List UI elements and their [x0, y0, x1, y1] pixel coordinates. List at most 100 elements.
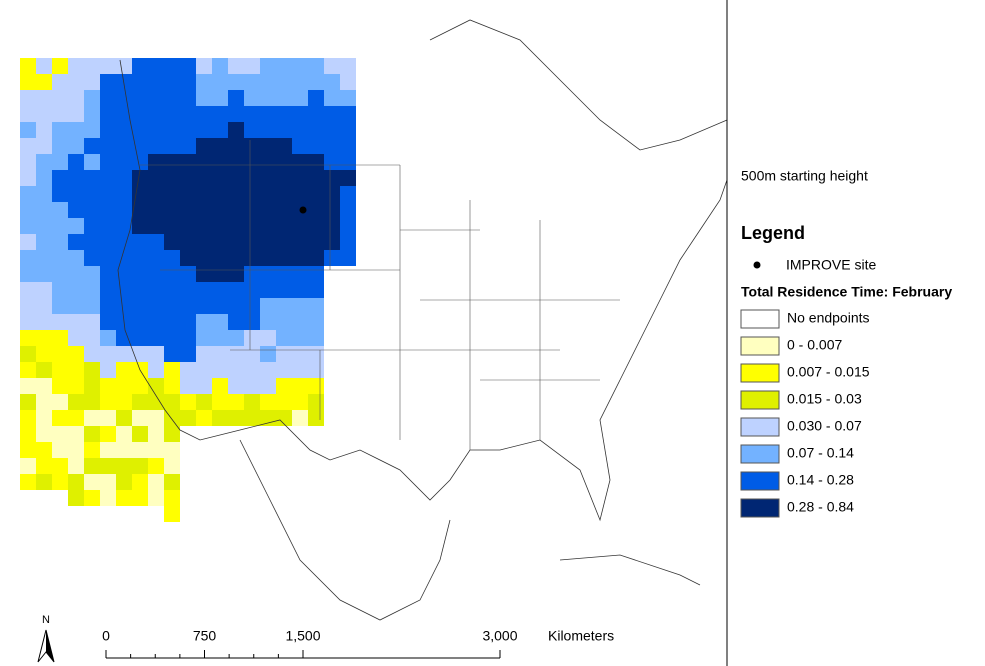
grid-cell	[20, 58, 36, 74]
grid-cell	[100, 138, 116, 154]
grid-cell	[164, 298, 180, 314]
grid-cell	[180, 282, 196, 298]
grid-cell	[84, 122, 100, 138]
grid-cell	[196, 138, 212, 154]
grid-cell	[36, 90, 52, 106]
grid-cell	[324, 74, 340, 90]
grid-cell	[132, 490, 148, 506]
grid-cell	[68, 474, 84, 490]
grid-cell	[212, 122, 228, 138]
grid-cell	[260, 250, 276, 266]
grid-cell	[164, 490, 180, 506]
grid-cell	[164, 378, 180, 394]
grid-cell	[148, 362, 164, 378]
grid-cell	[84, 314, 100, 330]
grid-cell	[164, 138, 180, 154]
grid-cell	[196, 330, 212, 346]
grid-cell	[196, 266, 212, 282]
grid-cell	[68, 282, 84, 298]
grid-cell	[308, 58, 324, 74]
grid-cell	[212, 394, 228, 410]
grid-cell	[164, 154, 180, 170]
grid-cell	[196, 170, 212, 186]
legend-site-symbol	[753, 261, 761, 269]
grid-cell	[292, 394, 308, 410]
grid-cell	[36, 250, 52, 266]
grid-cell	[292, 58, 308, 74]
grid-cell	[132, 202, 148, 218]
grid-cell	[292, 298, 308, 314]
grid-cell	[180, 378, 196, 394]
grid-cell	[244, 74, 260, 90]
grid-cell	[292, 218, 308, 234]
grid-cell	[116, 186, 132, 202]
grid-cell	[228, 218, 244, 234]
grid-cell	[164, 282, 180, 298]
grid-cell	[228, 202, 244, 218]
grid-cell	[84, 250, 100, 266]
grid-cell	[132, 282, 148, 298]
grid-cell	[244, 122, 260, 138]
legend-label: No endpoints	[787, 310, 870, 326]
grid-cell	[212, 362, 228, 378]
grid-cell	[180, 106, 196, 122]
grid-cell	[132, 394, 148, 410]
grid-cell	[84, 138, 100, 154]
grid-cell	[276, 410, 292, 426]
grid-cell	[180, 202, 196, 218]
grid-cell	[180, 410, 196, 426]
grid-cell	[36, 122, 52, 138]
grid-cell	[292, 106, 308, 122]
grid-cell	[228, 330, 244, 346]
state-lines	[140, 140, 620, 450]
grid-cell	[196, 362, 212, 378]
grid-cell	[20, 122, 36, 138]
grid-cell	[148, 330, 164, 346]
grid-cell	[260, 266, 276, 282]
grid-cell	[260, 282, 276, 298]
grid-cell	[164, 58, 180, 74]
grid-cell	[276, 266, 292, 282]
grid-cell	[212, 186, 228, 202]
grid-cell	[228, 58, 244, 74]
grid-cell	[148, 282, 164, 298]
grid-cell	[84, 106, 100, 122]
grid-cell	[164, 74, 180, 90]
legend-label: 0.007 - 0.015	[787, 364, 870, 380]
grid-cell	[100, 426, 116, 442]
grid-cell	[36, 202, 52, 218]
grid-cell	[260, 346, 276, 362]
grid-cell	[52, 378, 68, 394]
grid-cell	[116, 138, 132, 154]
grid-cell	[164, 458, 180, 474]
grid-cell	[276, 90, 292, 106]
grid-cell	[164, 202, 180, 218]
grid-cell	[20, 106, 36, 122]
grid-cell	[116, 122, 132, 138]
grid-cell	[84, 442, 100, 458]
grid-cell	[276, 394, 292, 410]
grid-cell	[100, 314, 116, 330]
grid-cell	[148, 426, 164, 442]
grid-cell	[116, 250, 132, 266]
grid-cell	[308, 90, 324, 106]
grid-cell	[100, 458, 116, 474]
grid-cell	[180, 122, 196, 138]
grid-cell	[52, 298, 68, 314]
grid-cell	[84, 346, 100, 362]
grid-cell	[340, 90, 356, 106]
grid-cell	[260, 234, 276, 250]
grid-cell	[212, 106, 228, 122]
grid-cell	[196, 90, 212, 106]
grid-cell	[308, 234, 324, 250]
grid-cell	[228, 362, 244, 378]
grid-cell	[100, 410, 116, 426]
grid-cell	[244, 330, 260, 346]
grid-cell	[84, 394, 100, 410]
legend-swatch	[740, 309, 780, 329]
grid-cell	[308, 362, 324, 378]
grid-cell	[148, 474, 164, 490]
grid-cell	[84, 186, 100, 202]
grid-cell	[100, 202, 116, 218]
grid-cell	[52, 106, 68, 122]
